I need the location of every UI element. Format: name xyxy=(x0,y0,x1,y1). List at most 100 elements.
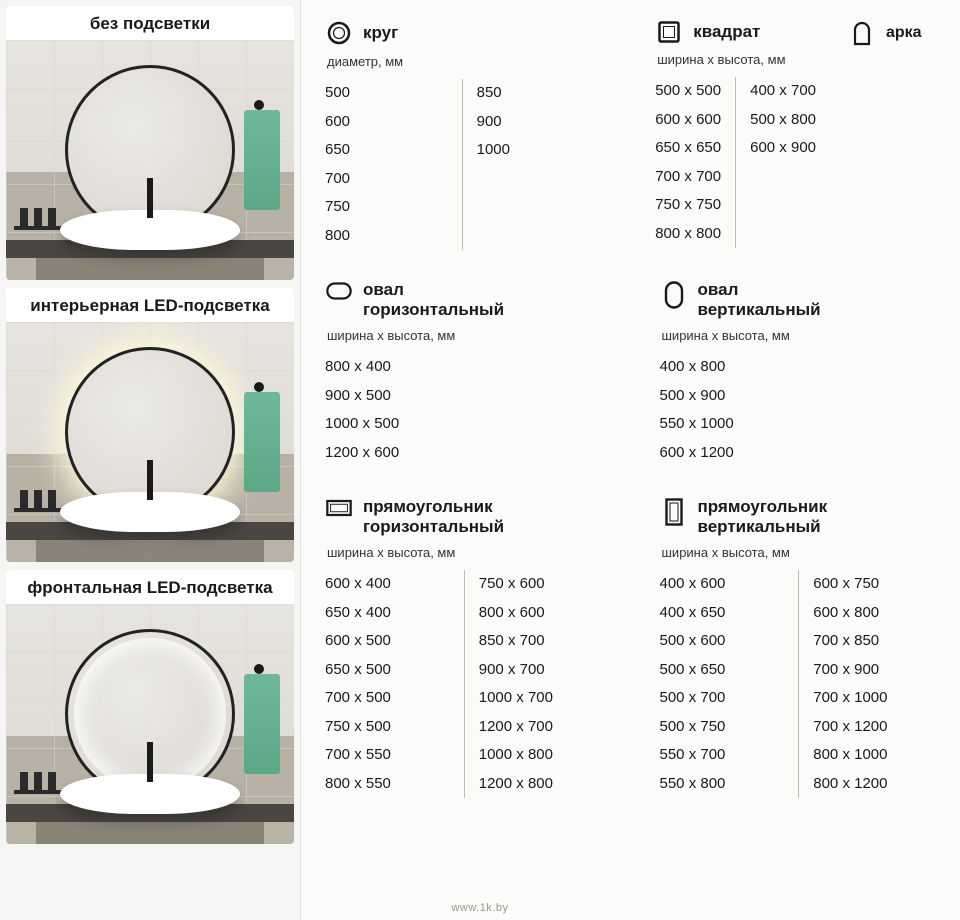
size-value: 800 х 600 xyxy=(479,599,604,628)
size-value: 750 х 750 xyxy=(655,191,721,220)
size-value: 600 х 750 xyxy=(813,570,938,599)
size-value: 700 х 900 xyxy=(813,656,938,685)
watermark: www.1k.by xyxy=(451,902,508,914)
shape-title-l2: вертикальный xyxy=(698,517,828,537)
lighting-variants-column: без подсветки интерьерная LED-подсветка xyxy=(0,0,300,920)
size-value: 750 х 600 xyxy=(479,570,604,599)
size-catalog-panel: круг диаметр, мм 500600650700750800 8509… xyxy=(300,0,960,920)
shape-arch: арка xyxy=(848,20,938,250)
size-value: 1000 х 800 xyxy=(479,741,604,770)
size-value: 800 xyxy=(325,222,448,251)
size-value: 500 х 600 xyxy=(660,627,785,656)
size-value: 600 х 1200 xyxy=(660,439,939,468)
dim-label: ширина х высота, мм xyxy=(657,52,816,67)
size-value: 400 х 600 xyxy=(660,570,785,599)
shape-title: квадрат xyxy=(693,22,760,42)
size-value: 600 xyxy=(325,108,448,137)
shape-title-l2: вертикальный xyxy=(698,300,821,320)
size-value: 550 х 800 xyxy=(660,770,785,799)
variant-title: без подсветки xyxy=(90,6,210,40)
oval-horizontal-icon xyxy=(325,280,353,302)
size-value: 650 xyxy=(325,136,448,165)
size-value: 1200 х 600 xyxy=(325,439,604,468)
rect-vertical-icon xyxy=(660,497,688,527)
size-value: 700 х 700 xyxy=(655,163,721,192)
size-value: 700 х 1200 xyxy=(813,713,938,742)
size-value: 800 х 800 xyxy=(655,220,721,249)
shape-title-l2: горизонтальный xyxy=(363,517,504,537)
size-value: 550 х 1000 xyxy=(660,410,939,439)
size-value: 500 х 750 xyxy=(660,713,785,742)
size-value: 600 х 500 xyxy=(325,627,450,656)
size-list: 500 х 500600 х 600650 х 650700 х 700750 … xyxy=(655,77,736,248)
size-value: 600 х 800 xyxy=(813,599,938,628)
size-value: 900 xyxy=(477,108,600,137)
variant-card-front-led: фронтальная LED-подсветка xyxy=(6,570,294,844)
size-value: 700 xyxy=(325,165,448,194)
size-value: 1200 х 700 xyxy=(479,713,604,742)
size-value: 500 х 650 xyxy=(660,656,785,685)
shape-oval-vertical: овал вертикальный ширина х высота, мм 40… xyxy=(660,280,939,467)
size-value: 500 х 700 xyxy=(660,684,785,713)
size-list: 400 х 800500 х 900550 х 1000600 х 1200 xyxy=(660,353,939,467)
variant-card-interior-led: интерьерная LED-подсветка xyxy=(6,288,294,562)
size-value: 1000 xyxy=(477,136,600,165)
variant-card-no-light: без подсветки xyxy=(6,6,294,280)
shape-title-l1: овал xyxy=(363,280,504,300)
shape-circle: круг диаметр, мм 500600650700750800 8509… xyxy=(325,20,599,250)
variant-title: интерьерная LED-подсветка xyxy=(30,288,269,322)
row-ovals: овал горизонтальный ширина х высота, мм … xyxy=(325,280,938,467)
size-value: 700 х 850 xyxy=(813,627,938,656)
size-value: 500 х 900 xyxy=(660,382,939,411)
size-value: 650 х 650 xyxy=(655,134,721,163)
size-value: 700 х 500 xyxy=(325,684,450,713)
size-value: 900 х 500 xyxy=(325,382,604,411)
circle-icon xyxy=(325,20,353,46)
mirror-scene xyxy=(6,322,294,562)
towel-icon xyxy=(244,392,280,492)
size-value: 750 xyxy=(325,193,448,222)
size-value: 800 х 1200 xyxy=(813,770,938,799)
shape-rect-horizontal: прямоугольник горизонтальный ширина х вы… xyxy=(325,497,604,798)
shape-square: квадрат ширина х высота, мм 500 х 500600… xyxy=(655,20,816,250)
size-value: 850 xyxy=(477,79,600,108)
size-value: 400 х 800 xyxy=(660,353,939,382)
square-icon xyxy=(655,20,683,44)
shape-title: арка xyxy=(886,24,922,42)
size-value: 1000 х 700 xyxy=(479,684,604,713)
size-value: 500 xyxy=(325,79,448,108)
size-value: 400 х 650 xyxy=(660,599,785,628)
mirror-scene xyxy=(6,604,294,844)
dim-label: ширина х высота, мм xyxy=(662,328,939,343)
size-list: 600 х 750600 х 800700 х 850700 х 900700 … xyxy=(799,570,938,798)
shape-title-l1: прямоугольник xyxy=(698,497,828,517)
size-value: 800 х 550 xyxy=(325,770,450,799)
row-rects: прямоугольник горизонтальный ширина х вы… xyxy=(325,497,938,798)
size-value: 550 х 700 xyxy=(660,741,785,770)
oval-vertical-icon xyxy=(660,280,688,310)
size-list: 800 х 400900 х 5001000 х 5001200 х 600 xyxy=(325,353,604,467)
arch-icon xyxy=(848,20,876,46)
size-value: 400 x 700 xyxy=(750,77,816,106)
shape-title-l2: горизонтальный xyxy=(363,300,504,320)
mirror-scene xyxy=(6,40,294,280)
row-circle-square-arch: круг диаметр, мм 500600650700750800 8509… xyxy=(325,20,938,250)
dim-label: ширина х высота, мм xyxy=(327,328,604,343)
dim-label: ширина х высота, мм xyxy=(662,545,939,560)
size-value: 850 х 700 xyxy=(479,627,604,656)
size-value: 1000 х 500 xyxy=(325,410,604,439)
variant-title: фронтальная LED-подсветка xyxy=(27,570,272,604)
size-value: 1200 х 800 xyxy=(479,770,604,799)
size-value: 600 х 600 xyxy=(655,106,721,135)
shape-title: круг xyxy=(363,23,398,43)
size-value: 500 x 800 xyxy=(750,106,816,135)
size-list: 600 х 400650 х 400600 х 500650 х 500700 … xyxy=(325,570,465,798)
rect-horizontal-icon xyxy=(325,497,353,519)
size-value: 800 х 1000 xyxy=(813,741,938,770)
dim-label: диаметр, мм xyxy=(327,54,599,69)
size-value: 700 х 1000 xyxy=(813,684,938,713)
shape-title-l1: прямоугольник xyxy=(363,497,504,517)
shape-title-l1: овал xyxy=(698,280,821,300)
size-value: 700 х 550 xyxy=(325,741,450,770)
towel-icon xyxy=(244,110,280,210)
